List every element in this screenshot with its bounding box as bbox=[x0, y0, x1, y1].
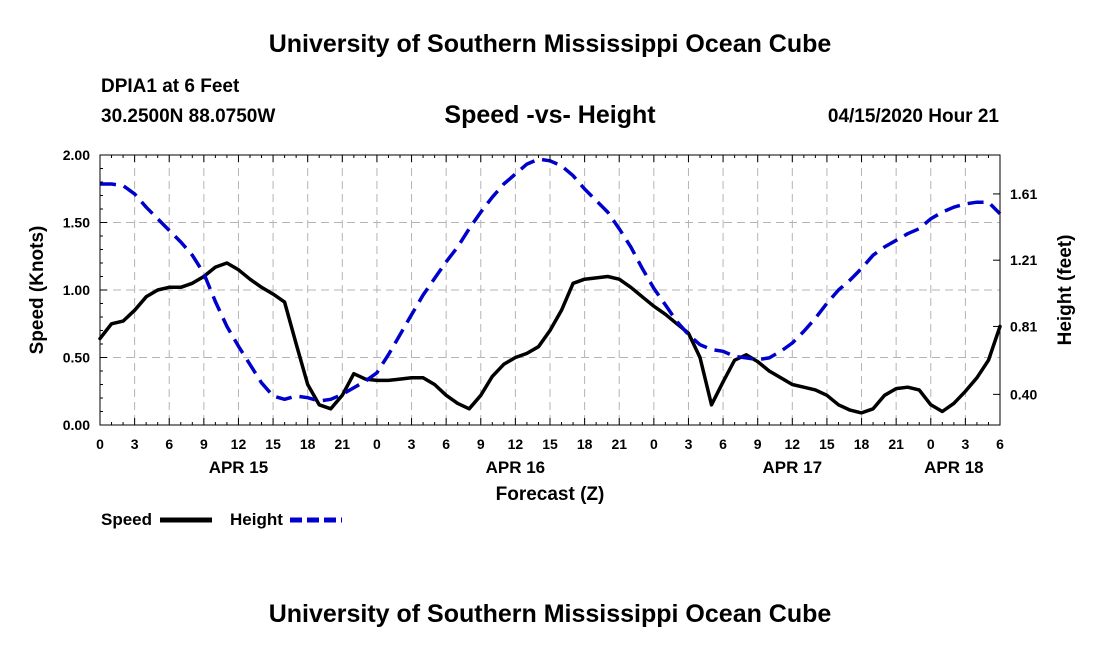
y-tick-label-right: 0.40 bbox=[1010, 386, 1037, 402]
x-tick-label: 3 bbox=[408, 436, 416, 452]
x-tick-label: 6 bbox=[719, 436, 727, 452]
y-tick-label-right: 1.21 bbox=[1010, 252, 1037, 268]
x-tick-label: 12 bbox=[785, 436, 801, 452]
x-tick-label: 3 bbox=[685, 436, 693, 452]
page-title-bottom: University of Southern Mississippi Ocean… bbox=[268, 600, 832, 628]
x-tick-label: 0 bbox=[927, 436, 935, 452]
x-tick-label: 21 bbox=[611, 436, 627, 452]
y-tick-label-left: 1.50 bbox=[63, 215, 90, 231]
x-tick-label: 18 bbox=[854, 436, 870, 452]
forecast-time: 04/15/2020 Hour 21 bbox=[827, 106, 999, 127]
x-tick-label: 12 bbox=[231, 436, 247, 452]
axes: 0 3 6 9 12 15 18 21 0 3 6 9 12 15 18 21 0 3 6 9 12 15 18 21 0 3 6A… bbox=[63, 147, 1038, 477]
x-tick-label: 6 bbox=[165, 436, 173, 452]
x-tick-label: 9 bbox=[477, 436, 485, 452]
y-tick-label-right: 0.81 bbox=[1010, 318, 1037, 334]
station-coordinates: 30.2500N 88.0750W bbox=[101, 106, 276, 127]
x-axis-label: Forecast (Z) bbox=[496, 484, 605, 505]
legend-label-height: Height bbox=[230, 510, 283, 529]
x-tick-label: 9 bbox=[200, 436, 208, 452]
legend-label-speed: Speed bbox=[101, 510, 152, 529]
grid bbox=[100, 155, 1000, 425]
y-tick-label-left: 0.50 bbox=[63, 350, 90, 366]
series-line-speed bbox=[98, 261, 1002, 415]
x-tick-label: 6 bbox=[442, 436, 450, 452]
y-tick-label-left: 1.00 bbox=[63, 282, 90, 298]
chart-title: Speed -vs- Height bbox=[444, 101, 656, 129]
x-tick-label: 18 bbox=[577, 436, 593, 452]
x-tick-label: 3 bbox=[961, 436, 969, 452]
y-axis-label-left: Speed (Knots) bbox=[27, 226, 48, 355]
x-tick-label: 6 bbox=[996, 436, 1004, 452]
date-label: APR 17 bbox=[763, 458, 823, 477]
x-tick-label: 15 bbox=[265, 436, 281, 452]
x-tick-label: 21 bbox=[888, 436, 904, 452]
x-tick-label: 15 bbox=[819, 436, 835, 452]
legend: Speed Height bbox=[101, 510, 342, 529]
x-tick-label: 0 bbox=[373, 436, 381, 452]
station-name: DPIA1 at 6 Feet bbox=[101, 76, 240, 97]
x-tick-label: 9 bbox=[754, 436, 762, 452]
y-tick-label-left: 0.00 bbox=[63, 417, 90, 433]
date-label: APR 16 bbox=[486, 458, 546, 477]
y-tick-label-left: 2.00 bbox=[63, 147, 90, 163]
page-title-top: University of Southern Mississippi Ocean… bbox=[268, 30, 832, 58]
x-tick-label: 12 bbox=[508, 436, 524, 452]
y-tick-label-right: 1.61 bbox=[1010, 186, 1037, 202]
x-tick-label: 15 bbox=[542, 436, 558, 452]
x-tick-label: 0 bbox=[96, 436, 104, 452]
x-tick-label: 21 bbox=[335, 436, 351, 452]
date-label: APR 18 bbox=[924, 458, 984, 477]
date-label: APR 15 bbox=[209, 458, 269, 477]
x-tick-label: 0 bbox=[650, 436, 658, 452]
x-tick-label: 3 bbox=[131, 436, 139, 452]
x-tick-label: 18 bbox=[300, 436, 316, 452]
y-axis-label-right: Height (feet) bbox=[1055, 235, 1076, 346]
